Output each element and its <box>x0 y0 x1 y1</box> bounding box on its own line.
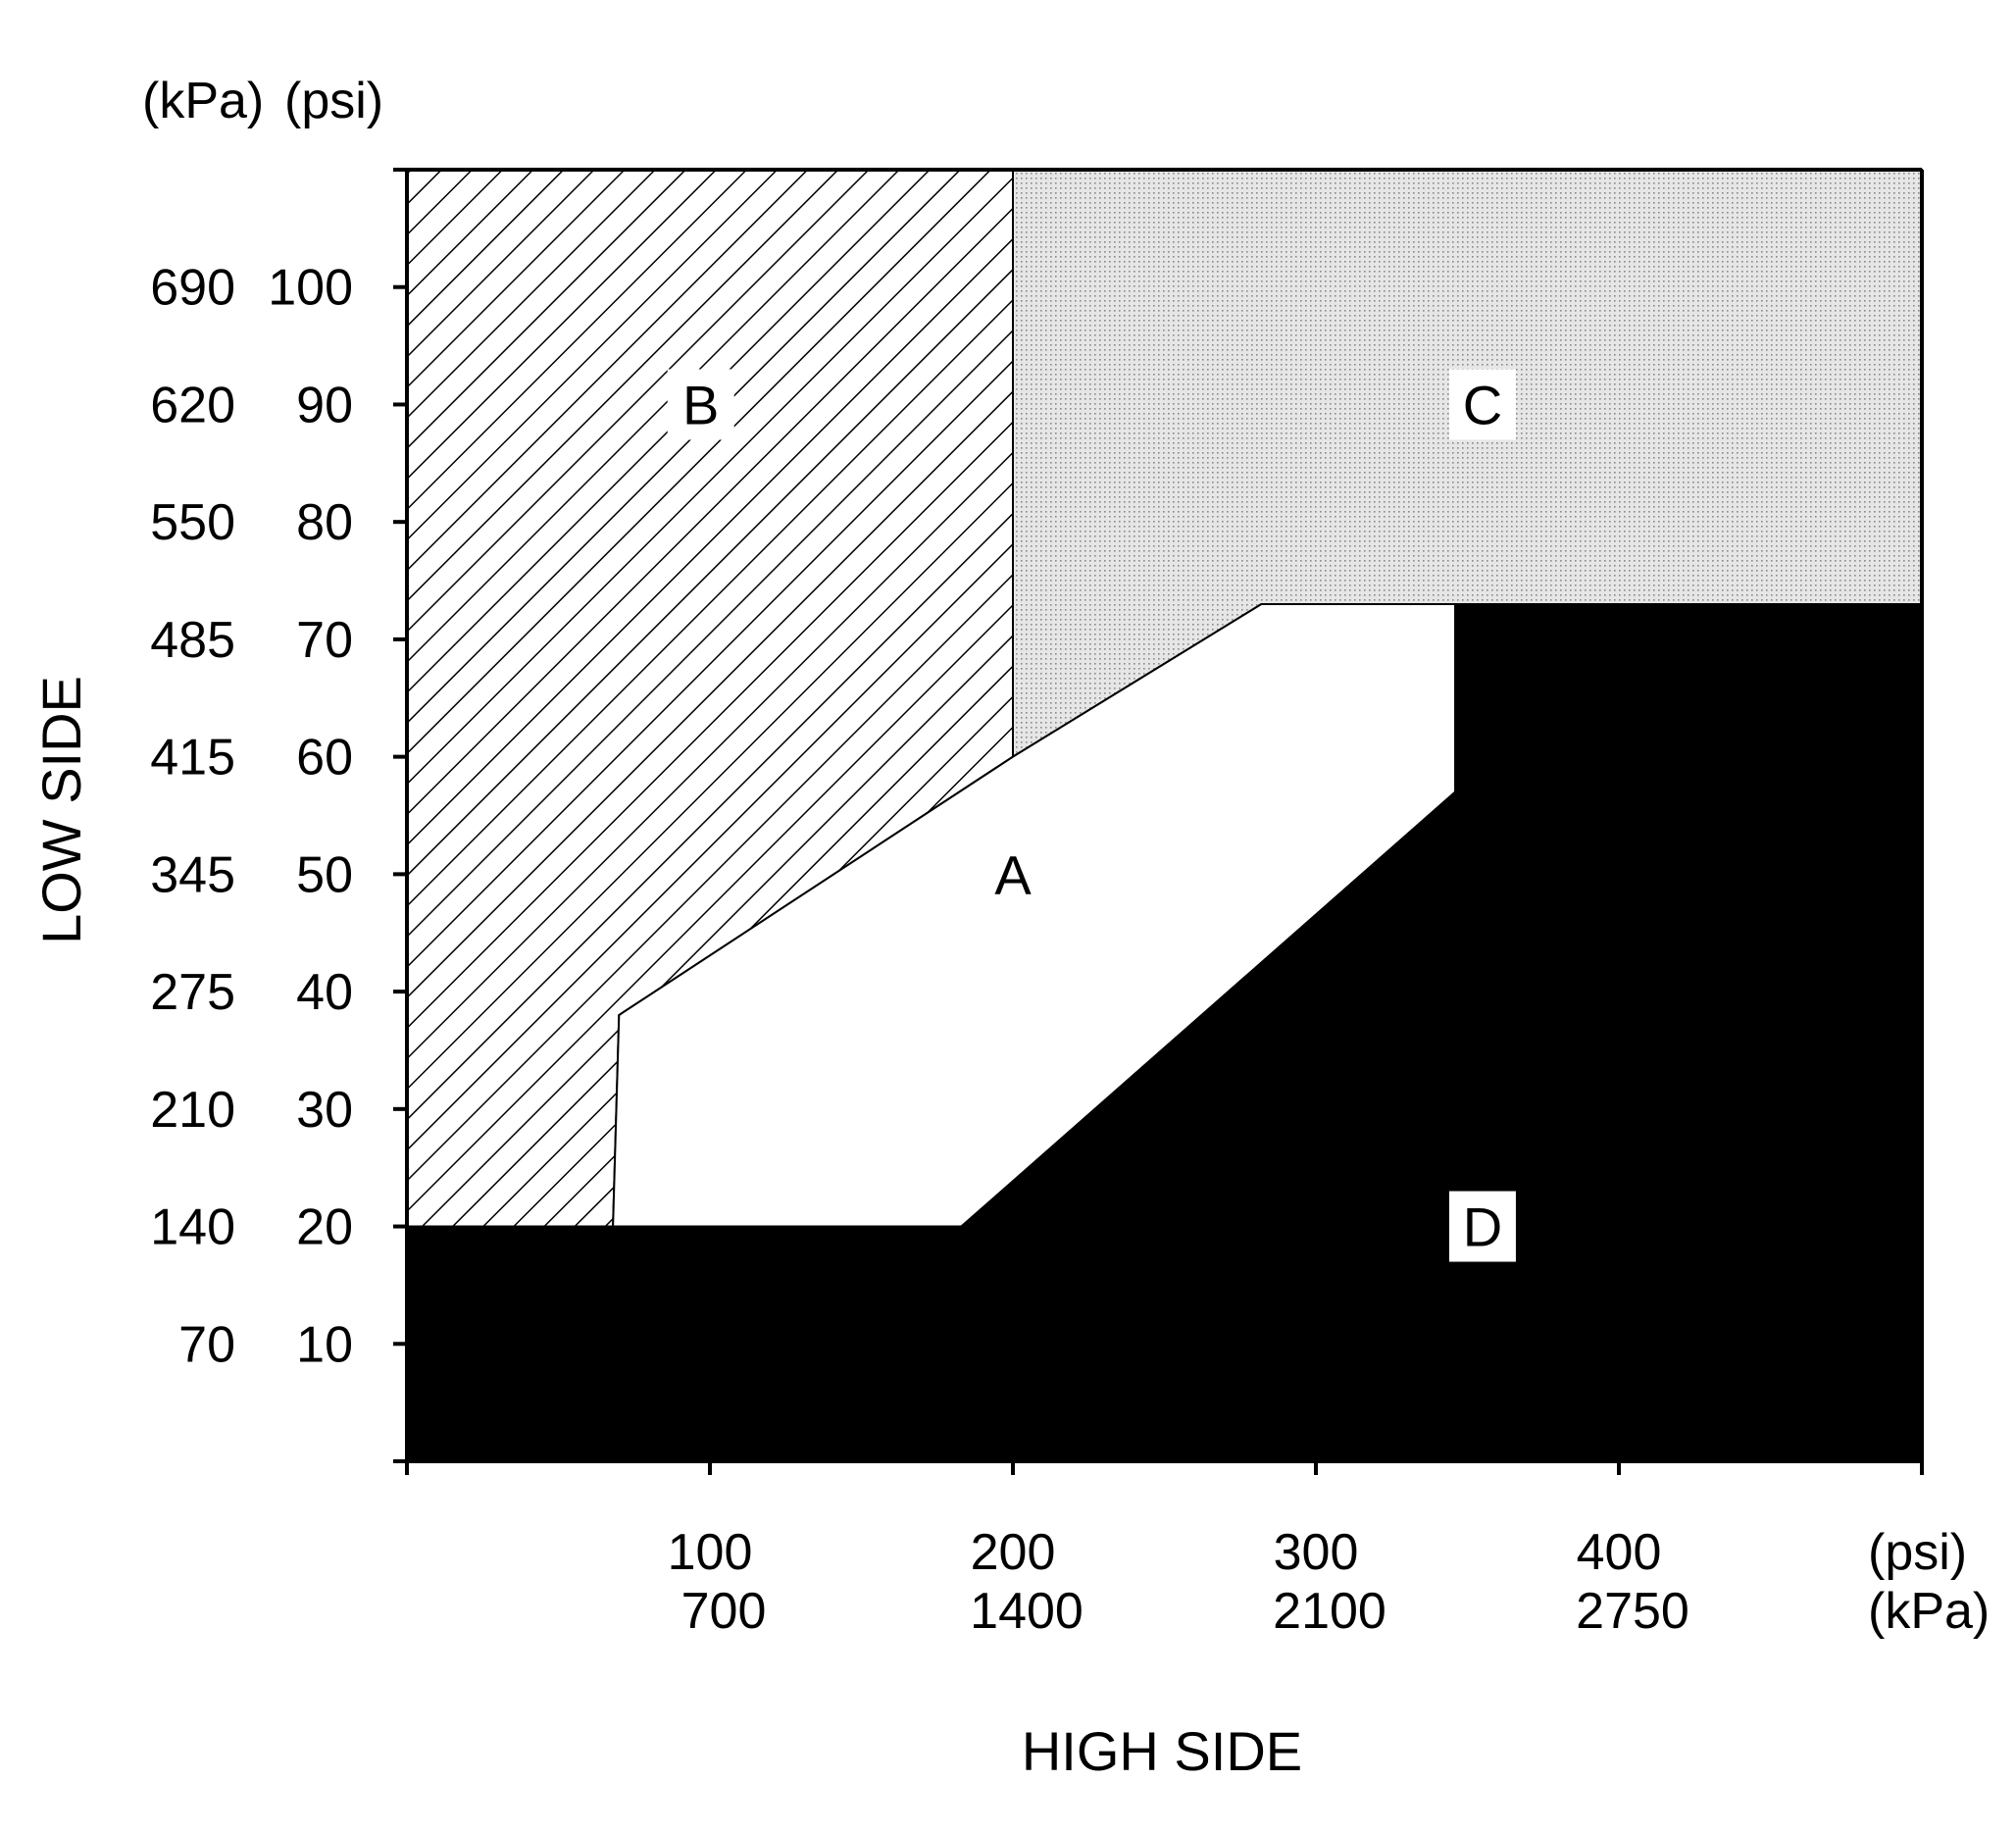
x-tick-label-psi: 300 <box>1274 1524 1359 1581</box>
y-tick-label-psi: 90 <box>296 377 353 433</box>
x-tick-label-kpa: 2750 <box>1576 1583 1689 1640</box>
x-tick-label-psi: 100 <box>668 1524 753 1581</box>
region-c-label-bg <box>1448 369 1516 440</box>
y-tick-label-kpa: 275 <box>150 964 235 1021</box>
y-axis-ticks: 10 70 20 140 30 210 40 275 50 345 60 415 70 485 80 550 9… <box>150 260 407 1373</box>
y-tick-label-psi: 80 <box>296 494 353 551</box>
region-d-label: D <box>1463 1196 1502 1258</box>
chart-axes <box>393 168 1924 1475</box>
y-tick-label-kpa: 140 <box>150 1199 235 1256</box>
region-a-label-bg <box>980 839 1046 910</box>
region-d-label-bg <box>1448 1191 1516 1262</box>
x-tick-label-psi: 200 <box>971 1524 1056 1581</box>
y-tick-label-kpa: 210 <box>150 1082 235 1139</box>
x-tick-label-kpa: 1400 <box>970 1583 1084 1640</box>
x-unit-kpa: (kPa) <box>1868 1583 1990 1640</box>
chart-regions <box>406 169 1923 1462</box>
x-tick-label-kpa: 2100 <box>1273 1583 1386 1640</box>
x-unit-psi: (psi) <box>1868 1524 1967 1581</box>
x-axis-title: HIGH SIDE <box>1022 1720 1302 1782</box>
region-b-label: B <box>682 374 719 435</box>
y-tick-label-psi: 60 <box>296 730 353 787</box>
y-unit-psi-header: (psi) <box>284 73 383 129</box>
region-b-label-bg <box>667 369 734 440</box>
y-tick-label-kpa: 485 <box>150 612 235 669</box>
y-tick-label-psi: 100 <box>268 260 353 317</box>
x-tick-label-kpa: 700 <box>681 1583 767 1640</box>
y-tick-label-kpa: 415 <box>150 730 235 787</box>
region-labels: B C A D <box>667 369 1516 1262</box>
y-tick-label-psi: 20 <box>296 1199 353 1256</box>
y-tick-label-kpa: 550 <box>150 494 235 551</box>
y-tick-label-psi: 40 <box>296 964 353 1021</box>
y-tick-label-kpa: 620 <box>150 377 235 433</box>
y-tick-label-kpa: 690 <box>150 260 235 317</box>
y-axis-title: LOW SIDE <box>30 676 92 944</box>
y-tick-label-psi: 10 <box>296 1316 353 1373</box>
y-tick-label-psi: 30 <box>296 1082 353 1139</box>
y-tick-label-psi: 70 <box>296 612 353 669</box>
y-tick-label-kpa: 70 <box>178 1316 235 1373</box>
y-tick-label-psi: 50 <box>296 846 353 903</box>
y-unit-kpa-header: (kPa) <box>142 73 264 129</box>
x-tick-label-psi: 400 <box>1577 1524 1662 1581</box>
region-c-label: C <box>1463 374 1502 435</box>
y-tick-label-kpa: 345 <box>150 846 235 903</box>
region-a-label: A <box>994 843 1032 905</box>
